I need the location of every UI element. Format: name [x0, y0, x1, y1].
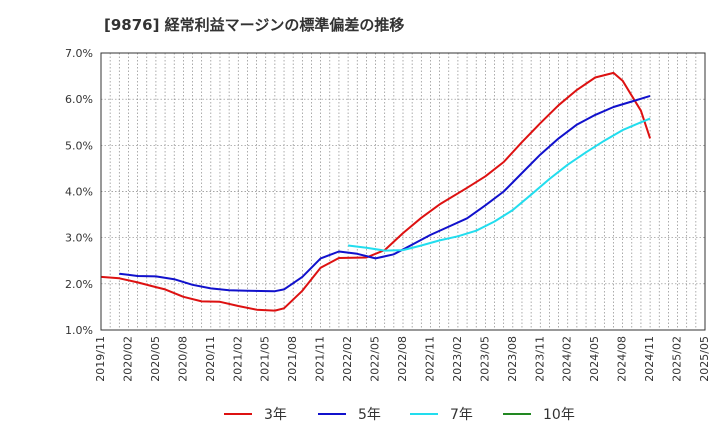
y-axis-ticks: 1.0% 2.0% 3.0% 4.0% 5.0% 6.0% 7.0% — [65, 47, 93, 337]
x-tick-label: 2020/08 — [176, 336, 189, 382]
x-axis-ticks: 2019/11 2020/02 2020/05 2020/08 2020/11 2021/… — [94, 336, 711, 382]
x-tick-label: 2019/11 — [94, 336, 107, 382]
x-tick-label: 2024/02 — [561, 336, 574, 382]
x-tick-label: 2023/08 — [506, 336, 519, 382]
legend-label: 3年 — [264, 407, 287, 423]
legend-label: 7年 — [450, 407, 473, 423]
y-tick-label: 7.0% — [65, 47, 93, 60]
x-tick-label: 2020/02 — [121, 336, 134, 382]
plot-frame — [100, 52, 706, 331]
legend: 3年 5年 7年 10年 — [224, 407, 575, 423]
x-tick-label: 2020/11 — [204, 336, 217, 382]
x-tick-label: 2021/08 — [286, 336, 299, 382]
x-tick-label: 2022/02 — [341, 336, 354, 382]
x-tick-label: 2023/11 — [533, 336, 546, 382]
series-line — [100, 71, 652, 312]
x-tick-label: 2022/05 — [369, 336, 382, 382]
legend-label: 10年 — [543, 407, 575, 423]
x-tick-label: 2023/05 — [478, 336, 491, 382]
x-tick-label: 2025/02 — [671, 336, 684, 382]
y-tick-label: 1.0% — [65, 324, 93, 337]
y-tick-label: 4.0% — [65, 186, 93, 199]
x-tick-label: 2024/08 — [616, 336, 629, 382]
x-tick-label: 2023/02 — [451, 336, 464, 382]
x-tick-label: 2020/05 — [149, 336, 162, 382]
chart-title: [9876] 経常利益マージンの標準偏差の推移 — [104, 16, 404, 34]
x-tick-label: 2022/11 — [423, 336, 436, 382]
y-tick-label: 3.0% — [65, 232, 93, 245]
x-tick-label: 2021/05 — [259, 336, 272, 382]
y-tick-label: 5.0% — [65, 139, 93, 152]
series-line — [119, 94, 651, 293]
series-line — [347, 117, 651, 252]
x-tick-label: 2025/05 — [698, 336, 711, 382]
x-tick-label: 2022/08 — [396, 336, 409, 382]
y-tick-label: 6.0% — [65, 93, 93, 106]
grid — [100, 52, 706, 331]
x-tick-label: 2024/11 — [643, 336, 656, 382]
x-tick-label: 2021/02 — [231, 336, 244, 382]
series-lines — [100, 71, 652, 312]
legend-label: 5年 — [358, 407, 381, 423]
x-tick-label: 2024/05 — [588, 336, 601, 382]
y-tick-label: 2.0% — [65, 278, 93, 291]
x-tick-label: 2021/11 — [314, 336, 327, 382]
